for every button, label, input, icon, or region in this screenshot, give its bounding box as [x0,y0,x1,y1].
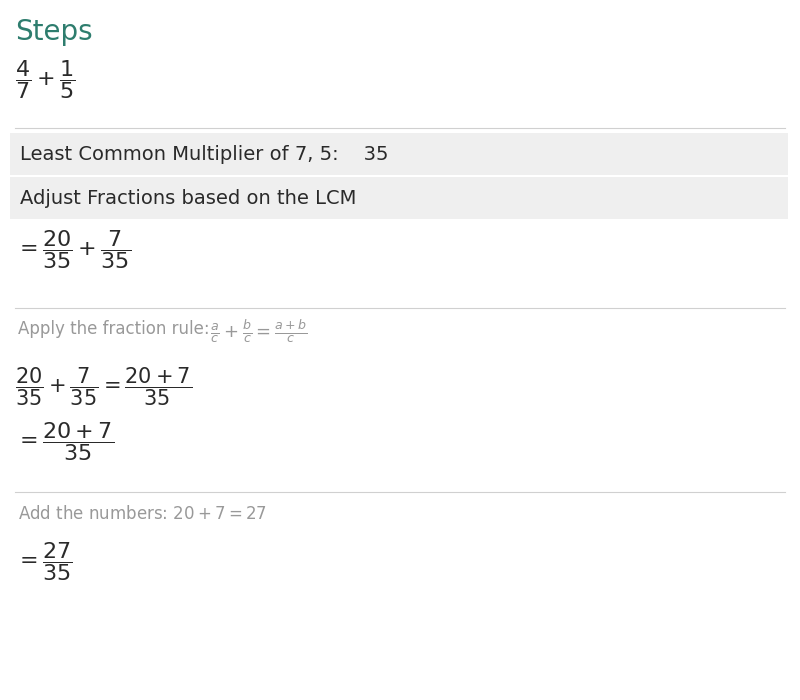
Text: $= \dfrac{20}{35} + \dfrac{7}{35}$: $= \dfrac{20}{35} + \dfrac{7}{35}$ [15,228,131,271]
Text: $\dfrac{4}{7} + \dfrac{1}{5}$: $\dfrac{4}{7} + \dfrac{1}{5}$ [15,58,75,101]
Text: Adjust Fractions based on the LCM: Adjust Fractions based on the LCM [20,188,356,207]
FancyBboxPatch shape [10,133,788,175]
Text: Add the numbers: $20 + 7 = 27$: Add the numbers: $20 + 7 = 27$ [18,505,267,523]
Text: Steps: Steps [15,18,93,46]
Text: $\dfrac{20}{35} + \dfrac{7}{35} = \dfrac{20+7}{35}$: $\dfrac{20}{35} + \dfrac{7}{35} = \dfrac… [15,365,192,407]
Text: $= \dfrac{20+7}{35}$: $= \dfrac{20+7}{35}$ [15,420,114,463]
Text: Apply the fraction rule:: Apply the fraction rule: [18,320,210,338]
Text: $= \dfrac{27}{35}$: $= \dfrac{27}{35}$ [15,540,73,583]
Text: Least Common Multiplier of 7, 5:    35: Least Common Multiplier of 7, 5: 35 [20,144,389,164]
FancyBboxPatch shape [10,177,788,219]
Text: $\frac{a}{c} + \frac{b}{c} = \frac{a+b}{c}$: $\frac{a}{c} + \frac{b}{c} = \frac{a+b}{… [210,318,308,345]
